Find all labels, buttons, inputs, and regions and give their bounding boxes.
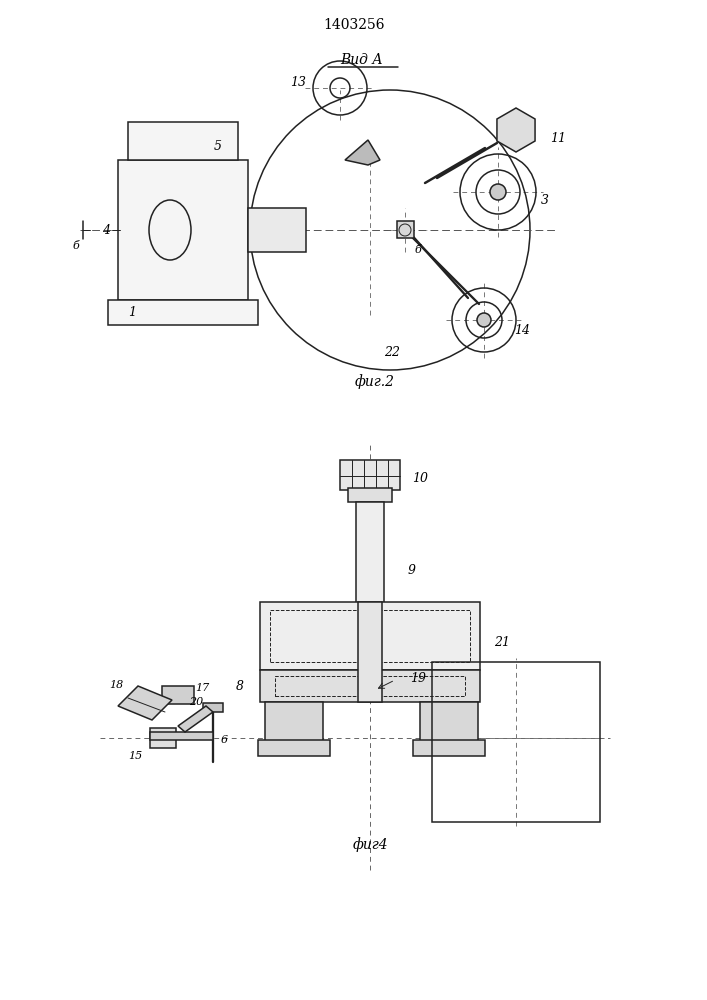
Bar [150,728,176,748]
Bar [275,676,465,696]
Circle shape [506,120,526,140]
Text: 17: 17 [195,683,209,693]
Text: 14: 14 [514,324,530,336]
Bar [118,160,248,300]
Bar [150,732,213,740]
Text: 1: 1 [128,306,136,318]
Text: 15: 15 [128,751,142,761]
Bar [270,610,470,662]
Bar [128,122,238,160]
Bar [260,670,480,702]
Bar [162,686,194,704]
Bar [432,662,600,822]
Text: 1403256: 1403256 [323,18,385,32]
Text: 4: 4 [102,224,110,236]
Bar [248,208,306,252]
Text: 21: 21 [494,636,510,648]
Bar [265,702,323,742]
Text: 5: 5 [214,140,222,153]
Polygon shape [497,108,535,152]
Text: 10: 10 [412,472,428,485]
Polygon shape [178,706,213,732]
Bar [420,702,478,742]
Bar [203,703,223,712]
Bar [340,460,400,490]
Text: 8: 8 [236,680,244,692]
Circle shape [477,313,491,327]
Bar [358,602,382,702]
Text: 20: 20 [189,697,203,707]
Bar [356,502,384,630]
Text: 13: 13 [290,77,306,90]
Text: б: б [73,241,79,251]
Polygon shape [118,686,172,720]
Text: б: б [414,245,421,255]
Text: 9: 9 [408,564,416,576]
Bar [108,300,258,325]
Text: фиг.2: фиг.2 [355,375,395,389]
Text: Вид А: Вид А [341,53,383,67]
Text: 3: 3 [541,194,549,207]
Circle shape [490,184,506,200]
Text: 6: 6 [221,735,228,745]
Text: 11: 11 [550,131,566,144]
Bar [413,740,485,756]
Text: 22: 22 [384,347,400,360]
Text: 18: 18 [109,680,123,690]
Text: фиг4: фиг4 [352,838,388,852]
Bar [258,740,330,756]
Text: 19: 19 [410,672,426,684]
Polygon shape [345,140,380,165]
Bar [397,221,414,238]
Bar [348,488,392,502]
Bar [260,602,480,670]
